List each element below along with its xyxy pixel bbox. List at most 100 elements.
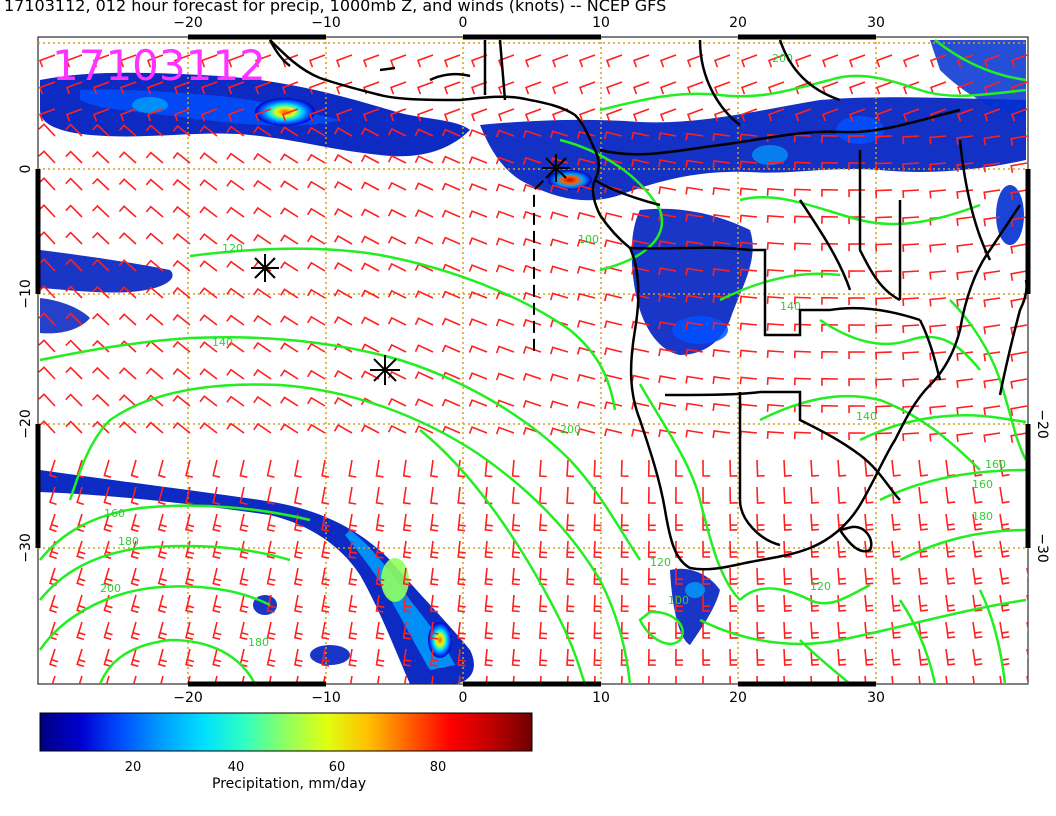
wind-barb bbox=[65, 204, 83, 218]
wind-barb bbox=[470, 54, 488, 68]
wind-barb bbox=[253, 368, 272, 380]
wind-barb bbox=[145, 367, 164, 380]
wind-barb bbox=[375, 621, 385, 640]
wind-barb bbox=[945, 621, 956, 639]
wind-barb bbox=[495, 426, 515, 435]
wind-barb bbox=[414, 344, 434, 353]
wind-barb bbox=[495, 237, 515, 246]
wind-barb bbox=[1010, 162, 1028, 173]
wind-barb bbox=[146, 81, 164, 95]
wind-barb bbox=[902, 162, 920, 172]
wind-barb bbox=[173, 108, 191, 122]
wind-barb bbox=[647, 486, 656, 504]
contour-label: 140 bbox=[856, 410, 877, 423]
axis-bars bbox=[35, 34, 1031, 687]
wind-barb bbox=[864, 459, 874, 477]
wind-barb bbox=[414, 209, 434, 218]
wind-barb bbox=[227, 54, 245, 68]
wind-barb bbox=[783, 459, 792, 477]
wind-barb bbox=[929, 297, 947, 307]
wind-barb bbox=[620, 567, 629, 585]
lon-tick-label: −20 bbox=[173, 690, 203, 706]
wind-barb bbox=[414, 128, 434, 137]
wind-barb bbox=[810, 486, 820, 504]
wind-barb bbox=[497, 54, 515, 68]
wind-barb bbox=[766, 214, 785, 223]
wind-barb bbox=[119, 108, 137, 122]
wind-barb bbox=[293, 567, 303, 586]
wind-barb bbox=[620, 675, 623, 684]
wind-barb bbox=[739, 214, 758, 223]
wind-barb bbox=[837, 675, 840, 684]
colorbar-label: Precipitation, mm/day bbox=[212, 776, 367, 792]
wind-barb bbox=[902, 297, 920, 307]
wind-barb bbox=[130, 513, 140, 533]
wind-barb bbox=[918, 594, 928, 612]
wind-barb bbox=[78, 675, 83, 684]
wind-barb bbox=[333, 181, 353, 191]
wind-barb bbox=[983, 189, 1001, 200]
wind-barb bbox=[793, 431, 812, 440]
wind-barb bbox=[631, 266, 650, 275]
wind-barb bbox=[702, 675, 704, 684]
wind-barb bbox=[360, 289, 380, 299]
wind-barb bbox=[65, 177, 83, 191]
wind-barb bbox=[929, 135, 947, 145]
wind-barb bbox=[457, 594, 466, 613]
wind-barb bbox=[226, 233, 245, 245]
wind-barb bbox=[522, 372, 542, 381]
wind-barb bbox=[253, 314, 272, 326]
wind-barb bbox=[891, 513, 901, 531]
wind-barb bbox=[821, 377, 839, 386]
wind-barb bbox=[65, 81, 83, 95]
wind-barb bbox=[389, 81, 407, 95]
wind-barb bbox=[118, 151, 137, 164]
wind-barb bbox=[659, 54, 677, 68]
wind-barb bbox=[199, 233, 218, 245]
wind-barb bbox=[972, 486, 983, 504]
wind-barb bbox=[821, 81, 839, 95]
contour-label: 120 bbox=[222, 242, 243, 255]
wind-barb bbox=[740, 108, 758, 122]
wind-barb bbox=[387, 424, 407, 434]
wind-barb bbox=[685, 213, 704, 222]
wind-barb bbox=[441, 155, 461, 164]
wind-barb bbox=[348, 459, 357, 478]
wind-barb bbox=[632, 108, 650, 122]
wind-barb bbox=[864, 486, 874, 504]
wind-barb bbox=[891, 459, 901, 477]
wind-barb bbox=[430, 486, 439, 505]
wind-barb bbox=[293, 540, 303, 559]
wind-barb bbox=[685, 321, 704, 330]
wind-barb bbox=[576, 400, 596, 409]
wind-barb bbox=[92, 393, 110, 407]
wind-barb bbox=[578, 81, 596, 95]
wind-barb bbox=[821, 296, 839, 305]
wind-barb bbox=[864, 567, 874, 585]
wind-barb bbox=[76, 540, 86, 560]
wind-barb bbox=[307, 423, 326, 434]
wind-barb bbox=[875, 324, 893, 333]
wind-barb bbox=[729, 459, 738, 477]
wind-barb bbox=[441, 182, 461, 191]
wind-barb bbox=[524, 81, 542, 95]
wind-barb bbox=[1010, 297, 1028, 308]
wind-barb bbox=[441, 263, 461, 272]
wind-barb bbox=[468, 399, 488, 407]
wind-barb bbox=[576, 319, 596, 328]
wind-barb bbox=[172, 151, 191, 164]
wind-barb bbox=[414, 317, 434, 326]
wind-barb bbox=[92, 81, 110, 95]
wind-barb bbox=[848, 378, 866, 387]
asterisk-marker bbox=[370, 355, 400, 385]
wind-barb bbox=[103, 567, 113, 587]
wind-barb bbox=[484, 459, 493, 478]
wind-barb bbox=[837, 459, 847, 477]
wind-barb bbox=[132, 675, 137, 684]
wind-barb bbox=[767, 81, 785, 95]
wind-barb bbox=[199, 125, 218, 137]
contour-label: 180 bbox=[118, 535, 139, 548]
wind-barb bbox=[253, 395, 272, 407]
wind-barb bbox=[566, 567, 575, 586]
wind-barb bbox=[457, 540, 466, 559]
